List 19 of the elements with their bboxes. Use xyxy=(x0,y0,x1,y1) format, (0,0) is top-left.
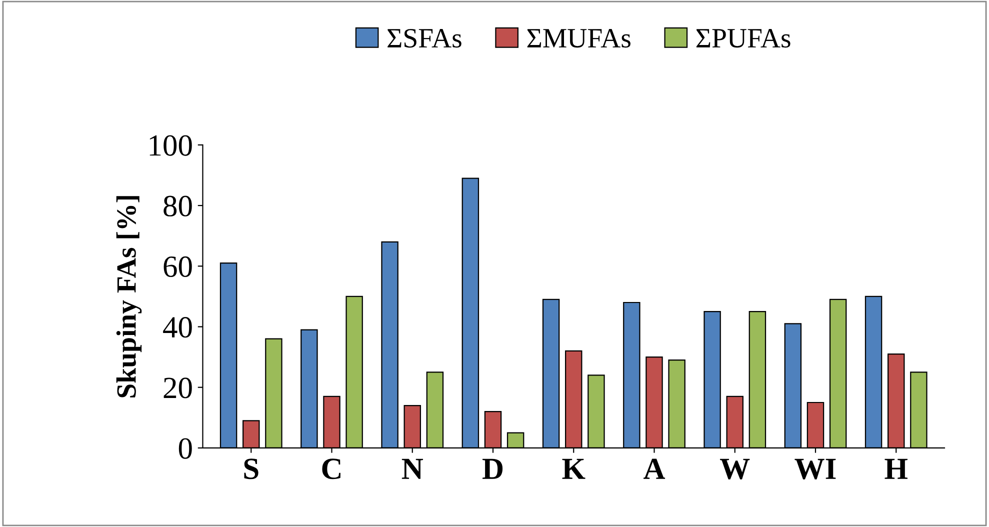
legend-label: ΣMUFAs xyxy=(527,29,630,48)
y-tick-label: 40 xyxy=(163,317,192,338)
x-tick-label: W xyxy=(720,458,750,480)
legend-label: ΣSFAs xyxy=(388,28,462,48)
y-tick-label: 0 xyxy=(178,438,192,459)
x-tick-label: WI xyxy=(794,458,836,480)
y-tick-label: 100 xyxy=(150,135,192,156)
x-tick-label: D xyxy=(482,458,503,479)
x-tick-label: H xyxy=(884,458,908,479)
y-tick-label: 80 xyxy=(164,196,192,216)
x-tick-label: N xyxy=(402,458,423,479)
x-tick-label: K xyxy=(562,458,586,479)
y-axis-title: Skupiny FAs [%] xyxy=(116,196,142,398)
legend-label: ΣPUFAs xyxy=(696,29,790,48)
y-tick-label: 60 xyxy=(164,256,192,278)
y-tick-label: 20 xyxy=(164,378,192,398)
x-tick-label: S xyxy=(244,458,258,480)
x-tick-label: A xyxy=(644,458,666,479)
x-tick-label: C xyxy=(322,458,340,480)
